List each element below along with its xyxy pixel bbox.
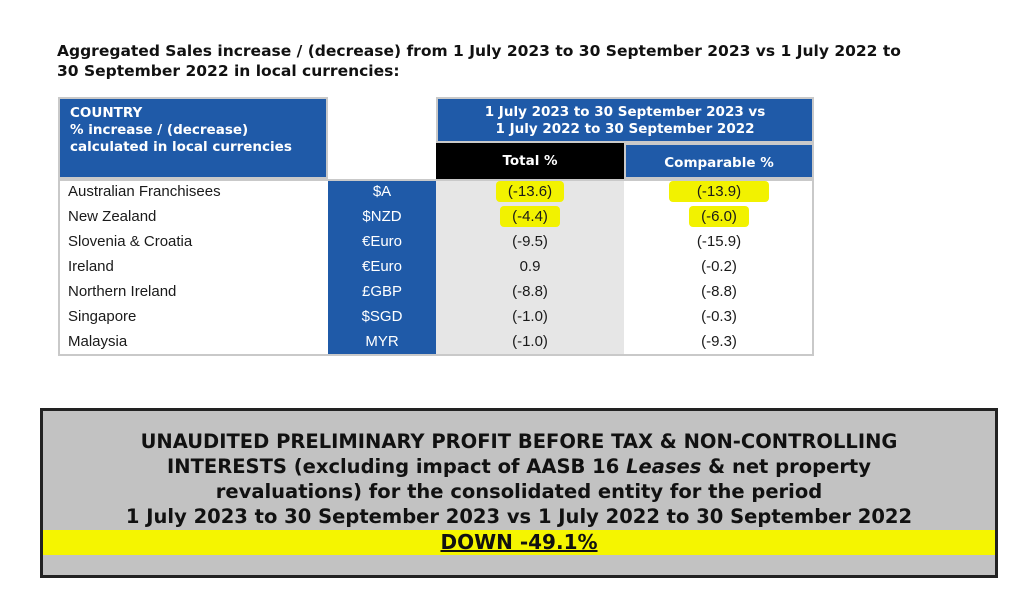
total-cell-highlight: (-13.6) [495, 181, 565, 202]
country-cell: New Zealand [68, 208, 157, 225]
profit-line2-italic: Leases [626, 455, 702, 478]
period-header-line2: 1 July 2022 to 30 September 2022 [495, 121, 755, 137]
currency-header-blank [328, 97, 436, 179]
sales-heading-line2: 30 September 2022 in local currencies: [57, 62, 400, 80]
country-header-line3: calculated in local currencies [70, 139, 292, 155]
total-cell: (-9.5) [436, 229, 624, 255]
currency-cell: MYR [328, 329, 436, 355]
total-cell: (-1.0) [436, 304, 624, 330]
table-row: Slovenia & Croatia €Euro (-9.5) (-15.9) [58, 229, 814, 255]
total-column-header: Total % [436, 143, 624, 179]
table-row: Singapore $SGD (-1.0) (-0.3) [58, 304, 814, 330]
comparable-column-header: Comparable % [624, 143, 814, 179]
profit-line4: 1 July 2023 to 30 September 2023 vs 1 Ju… [125, 505, 913, 528]
profit-line3: revaluations) for the consolidated entit… [215, 480, 823, 503]
comparable-cell: (-15.9) [696, 233, 742, 250]
profit-line1: UNAUDITED PRELIMINARY PROFIT BEFORE TAX … [140, 430, 898, 453]
total-cell: (-13.6) [436, 179, 624, 205]
country-cell: Slovenia & Croatia [68, 233, 193, 250]
comparable-cell: (-0.3) [701, 308, 737, 325]
table-row: New Zealand $NZD (-4.4) (-6.0) [58, 204, 814, 230]
profit-summary-box: UNAUDITED PRELIMINARY PROFIT BEFORE TAX … [40, 408, 998, 578]
profit-line2-post: & net property [701, 455, 871, 478]
country-cell: Ireland [68, 258, 114, 275]
currency-cell: £GBP [328, 279, 436, 305]
table-row: Australian Franchisees $A (-13.6) (-13.9) [58, 179, 814, 205]
comparable-cell: (-9.3) [701, 333, 737, 350]
table-row: Northern Ireland £GBP (-8.8) (-8.8) [58, 279, 814, 305]
country-cell: Australian Franchisees [68, 183, 221, 200]
currency-cell: $SGD [328, 304, 436, 330]
sales-table: COUNTRY % increase / (decrease) calculat… [58, 97, 814, 356]
table-row: Malaysia MYR (-1.0) (-9.3) [58, 329, 814, 355]
country-header: COUNTRY % increase / (decrease) calculat… [58, 97, 328, 179]
profit-result-highlight: DOWN -49.1% [43, 530, 995, 555]
comparable-cell-highlight: (-13.9) [668, 181, 770, 202]
total-cell-highlight: (-4.4) [500, 206, 560, 227]
country-cell: Malaysia [68, 333, 128, 350]
sales-heading-line1: Aggregated Sales increase / (decrease) f… [57, 42, 901, 60]
country-cell: Singapore [68, 308, 137, 325]
period-header: 1 July 2023 to 30 September 2023 vs 1 Ju… [436, 97, 814, 143]
comparable-cell: (-8.8) [701, 283, 737, 300]
comparable-cell: (-6.0) [624, 204, 814, 230]
country-cell: Northern Ireland [68, 283, 177, 300]
currency-cell: €Euro [328, 229, 436, 255]
table-row: Ireland €Euro 0.9 (-0.2) [58, 254, 814, 280]
sales-heading: Aggregated Sales increase / (decrease) f… [57, 41, 977, 81]
comparable-cell: (-13.9) [624, 179, 814, 205]
total-cell: (-4.4) [436, 204, 624, 230]
comparable-cell: (-0.2) [701, 258, 737, 275]
profit-line2-pre: INTERESTS (excluding impact of AASB 16 [167, 455, 627, 478]
period-header-line1: 1 July 2023 to 30 September 2023 vs [484, 104, 766, 120]
profit-line2: INTERESTS (excluding impact of AASB 16 L… [43, 454, 995, 479]
currency-cell: $NZD [328, 204, 436, 230]
total-cell: (-8.8) [436, 279, 624, 305]
country-header-line1: COUNTRY [70, 105, 143, 121]
country-header-line2: % increase / (decrease) [70, 122, 249, 138]
currency-cell: €Euro [328, 254, 436, 280]
total-cell: 0.9 [436, 254, 624, 280]
comparable-cell-highlight: (-6.0) [689, 206, 749, 227]
currency-cell: $A [328, 179, 436, 205]
total-cell: (-1.0) [436, 329, 624, 355]
